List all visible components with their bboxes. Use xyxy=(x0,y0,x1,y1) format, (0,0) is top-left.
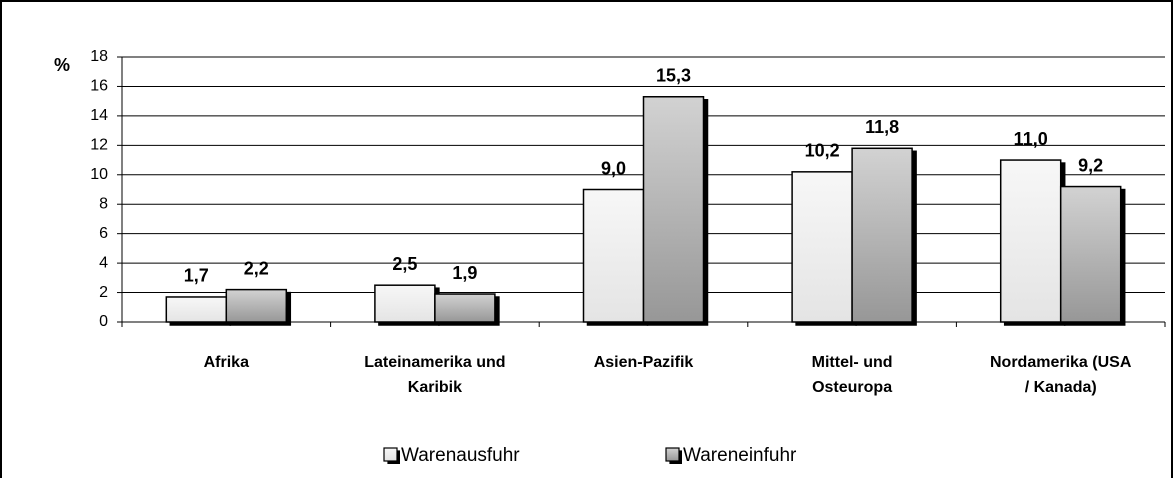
bar xyxy=(225,288,288,323)
data-label: 2,2 xyxy=(244,258,269,278)
x-tick-label: Nordamerika (USA xyxy=(990,354,1132,371)
bar xyxy=(434,293,496,323)
x-tick-label: Afrika xyxy=(204,354,249,371)
y-tick-label: 8 xyxy=(99,195,108,212)
x-tick-label: / Kanada) xyxy=(1025,379,1097,396)
y-tick-label: 10 xyxy=(90,166,108,183)
legend-swatch xyxy=(383,447,398,462)
x-tick-label: Lateinamerika und xyxy=(364,354,505,371)
bar xyxy=(1059,185,1122,323)
data-label: 1,7 xyxy=(184,266,209,286)
legend-swatch xyxy=(665,447,680,462)
bar xyxy=(999,159,1062,323)
y-tick-label: 2 xyxy=(99,284,108,301)
x-tick-label: Mittel- und xyxy=(812,354,893,371)
y-tick-label: 0 xyxy=(99,313,108,330)
legend-label: Warenausfuhr xyxy=(401,445,520,466)
x-tick-label: Karibik xyxy=(408,379,462,396)
legend-label: Wareneinfuhr xyxy=(683,445,797,466)
data-label: 1,9 xyxy=(452,263,477,283)
bar xyxy=(165,296,228,323)
data-label: 9,0 xyxy=(601,158,626,178)
x-tick-label: Asien-Pazifik xyxy=(594,354,694,371)
y-tick-label: 14 xyxy=(90,107,108,124)
y-axis-label: % xyxy=(54,55,70,75)
bar xyxy=(851,147,913,323)
bar xyxy=(374,284,436,323)
data-label: 2,5 xyxy=(392,254,417,274)
bar xyxy=(791,171,853,323)
bar xyxy=(582,188,645,323)
data-label: 10,2 xyxy=(805,141,840,161)
x-tick-label: Osteuropa xyxy=(812,379,892,396)
y-tick-label: 4 xyxy=(99,254,108,271)
data-label: 15,3 xyxy=(656,66,691,86)
data-label: 11,0 xyxy=(1014,129,1048,149)
y-tick-label: 18 xyxy=(90,48,108,65)
bar xyxy=(642,96,705,323)
data-label: 11,8 xyxy=(865,117,899,137)
y-tick-label: 16 xyxy=(90,78,108,95)
y-tick-label: 12 xyxy=(90,137,108,154)
y-tick-label: 6 xyxy=(99,225,108,242)
data-label: 9,2 xyxy=(1078,155,1103,175)
